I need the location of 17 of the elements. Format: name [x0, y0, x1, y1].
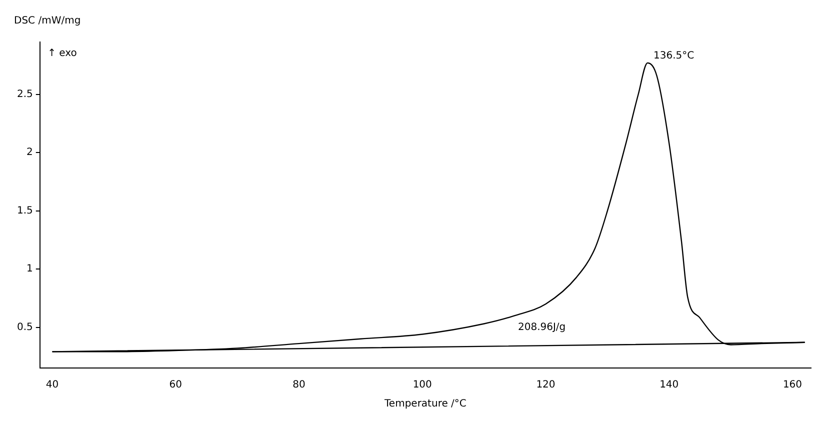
y-tick-label: 2: [26, 147, 33, 158]
annotation: 208.96J/g: [518, 322, 566, 333]
x-tick-label: 120: [536, 380, 556, 391]
annotation: ↑ exo: [48, 48, 77, 60]
x-tick-label: 100: [412, 380, 432, 391]
y-tick-label: 0.5: [16, 322, 33, 333]
y-tick-label: 1.5: [16, 205, 33, 216]
x-tick-label: 80: [292, 380, 306, 391]
x-axis-title: Temperature /°C: [384, 398, 466, 410]
x-tick-label: 40: [46, 380, 59, 391]
y-tick-label: 1: [26, 264, 33, 275]
annotation: 136.5°C: [654, 50, 694, 62]
x-tick-label: 60: [169, 380, 182, 391]
x-tick-label: 140: [660, 380, 679, 391]
y-tick-label: 2.5: [16, 88, 33, 100]
y-axis-title: DSC /mW/mg: [14, 16, 81, 27]
x-tick-label: 160: [782, 380, 802, 391]
